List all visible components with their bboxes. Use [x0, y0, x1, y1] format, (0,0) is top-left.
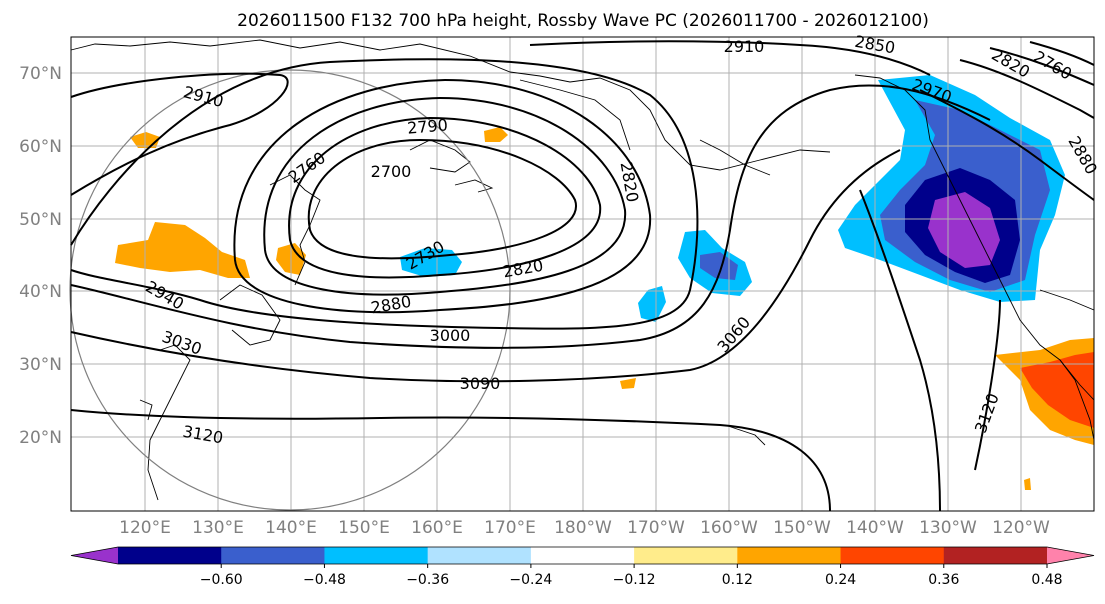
lon-label: 120°W [992, 518, 1050, 538]
lat-label-20: 20°N [19, 428, 62, 448]
height-contours [70, 40, 1095, 512]
colorbar-tick-label: −0.12 [613, 572, 656, 588]
colorbar-tick-label: 0.24 [825, 572, 856, 588]
reference-circle [69, 69, 511, 511]
negative-anomaly-small [638, 286, 666, 322]
longitude-labels: 120°E 130°E 140°E 150°E 160°E 170°E 180°… [119, 518, 1050, 538]
colorbar-segment [221, 547, 325, 564]
lat-label-40: 40°N [19, 282, 62, 302]
colorbar-segment [840, 547, 945, 564]
lat-label-30: 30°N [19, 355, 62, 375]
colorbar-extend-high [1047, 547, 1094, 564]
anomaly-shading [115, 75, 1094, 490]
lon-label: 160°E [411, 518, 463, 538]
colorbar-tick-label: 0.48 [1031, 572, 1062, 588]
negative-anomaly-core [928, 192, 1000, 268]
contour-label: 3090 [460, 374, 501, 393]
lat-label-60: 60°N [19, 137, 62, 157]
colorbar-tick-label: 0.36 [928, 572, 959, 588]
lat-label-50: 50°N [19, 210, 62, 230]
colorbar-tick-label: −0.36 [406, 572, 449, 588]
lon-label: 140°W [846, 518, 904, 538]
colorbar: −0.60 −0.48 −0.36 −0.24 −0.12 0.12 0.24 0.36 0.4… [70, 546, 1095, 588]
lon-label: 150°W [773, 518, 831, 538]
lon-label: 120°E [119, 518, 171, 538]
coastlines [70, 39, 1095, 501]
colorbar-extend-low [71, 547, 118, 564]
lon-label: 140°E [265, 518, 317, 538]
lon-label: 130°E [192, 518, 244, 538]
positive-anomaly-tiny [1024, 478, 1031, 490]
positive-anomaly-hawaii [620, 378, 636, 389]
map-title: 2026011500 F132 700 hPa height, Rossby W… [237, 11, 929, 31]
positive-anomaly-asia [115, 222, 250, 278]
colorbar-tick-label: −0.24 [509, 572, 552, 588]
colorbar-outline [70, 546, 1095, 565]
colorbar-segment [943, 547, 1048, 564]
colorbar-segment [634, 547, 738, 564]
latitude-labels: 70°N 60°N 50°N 40°N 30°N 20°N [19, 64, 62, 448]
positive-anomaly-okhotsk [484, 127, 508, 142]
colorbar-segment [530, 547, 635, 564]
colorbar-segment [324, 547, 429, 564]
colorbar-segment [737, 547, 842, 564]
lon-label: 150°E [338, 518, 390, 538]
lat-label-70: 70°N [19, 64, 62, 84]
colorbar-tick-label: 0.12 [722, 572, 753, 588]
colorbar-segment [427, 547, 532, 564]
lon-label: 160°W [700, 518, 758, 538]
map-frame [70, 36, 1095, 512]
colorbar-segment [118, 547, 222, 564]
contour-label: 2790 [406, 115, 448, 137]
lon-label: 170°W [627, 518, 685, 538]
contour-label: 2700 [371, 162, 412, 181]
positive-anomaly-mexico-inner [1020, 352, 1094, 428]
colorbar-tick-label: −0.48 [303, 572, 346, 588]
lon-label: 170°E [484, 518, 536, 538]
lon-label: 180°W [554, 518, 612, 538]
map-panel: 2910 2850 2820 2760 2910 2970 2880 2790 … [69, 32, 1101, 512]
contour-label: 2910 [724, 37, 765, 56]
contour-label: 3000 [430, 326, 471, 345]
lon-label: 130°W [919, 518, 977, 538]
colorbar-tick-label: −0.60 [200, 572, 243, 588]
